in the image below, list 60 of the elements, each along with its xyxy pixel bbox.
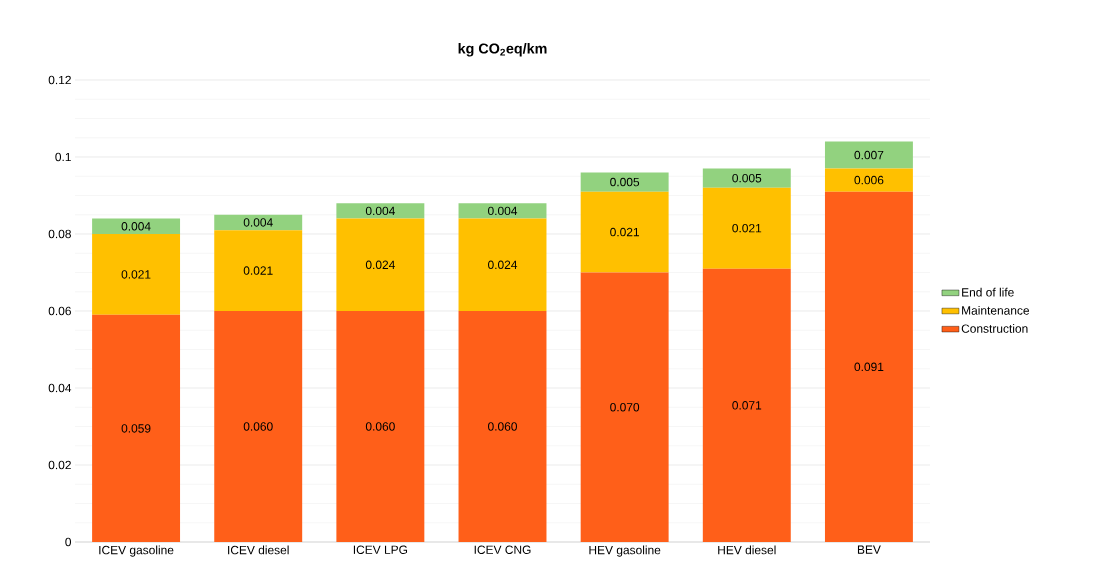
data-label: 0.007 xyxy=(854,150,884,160)
bar xyxy=(214,214,303,231)
bar xyxy=(336,203,425,219)
bar xyxy=(580,191,669,273)
y-tick-label: 0.02 xyxy=(48,460,71,470)
data-label: 0.004 xyxy=(365,206,395,216)
data-label: 0.060 xyxy=(243,422,273,431)
y-tick-label: 0.08 xyxy=(48,229,71,239)
bar xyxy=(824,191,913,542)
x-tick-label: HEV gasoline xyxy=(589,545,661,557)
data-label: 0.060 xyxy=(365,422,395,431)
x-tick-label: ICEV gasoline xyxy=(99,545,174,557)
bar xyxy=(92,218,181,234)
data-label: 0.070 xyxy=(610,403,640,412)
data-label: 0.006 xyxy=(854,175,884,185)
legend-label: Maintenance xyxy=(962,305,1030,315)
bar xyxy=(458,218,547,311)
bar xyxy=(92,234,181,315)
bar xyxy=(458,203,547,219)
bar xyxy=(336,311,425,542)
data-label: 0.005 xyxy=(732,173,762,183)
bar xyxy=(824,141,913,169)
data-label: 0.021 xyxy=(732,223,762,233)
data-label: 0.004 xyxy=(121,222,151,231)
bar xyxy=(336,218,425,311)
data-label: 0.024 xyxy=(488,260,518,270)
data-label: 0.059 xyxy=(121,424,151,433)
data-label: 0.091 xyxy=(854,362,884,372)
bar xyxy=(92,314,181,542)
x-tick-label: BEV xyxy=(857,545,881,554)
data-label: 0.060 xyxy=(488,422,517,431)
bar xyxy=(580,172,669,192)
bar xyxy=(702,268,791,542)
data-label: 0.021 xyxy=(121,270,151,279)
bar xyxy=(702,187,791,269)
data-label: 0.021 xyxy=(243,266,273,275)
y-tick-label: 0.04 xyxy=(48,383,72,393)
y-tick-label: 0.06 xyxy=(48,306,71,316)
data-label: 0.021 xyxy=(610,227,640,237)
y-tick-label: 0.1 xyxy=(55,152,71,162)
bar xyxy=(580,272,669,542)
y-tick-label: 0 xyxy=(65,537,72,547)
bar xyxy=(214,230,303,311)
data-label: 0.024 xyxy=(365,260,395,270)
data-label: 0.071 xyxy=(732,401,762,410)
bar xyxy=(458,311,547,542)
data-label: 0.004 xyxy=(488,206,518,216)
bar xyxy=(824,168,913,192)
x-tick-label: HEV diesel xyxy=(718,545,776,555)
chart-title: kg CO$_{2}$eq/km xyxy=(458,43,547,57)
data-label: 0.005 xyxy=(610,177,640,187)
data-label: 0.004 xyxy=(243,218,273,227)
x-tick-label: ICEV diesel xyxy=(228,545,289,555)
legend-label: Construction xyxy=(961,324,1028,333)
x-tick-label: ICEV CNG xyxy=(474,545,531,554)
bar xyxy=(214,311,303,542)
legend-label: End of life xyxy=(962,287,1014,297)
y-tick-label: 0.12 xyxy=(48,75,71,85)
bar xyxy=(702,168,791,188)
x-tick-label: ICEV LPG xyxy=(353,545,408,554)
